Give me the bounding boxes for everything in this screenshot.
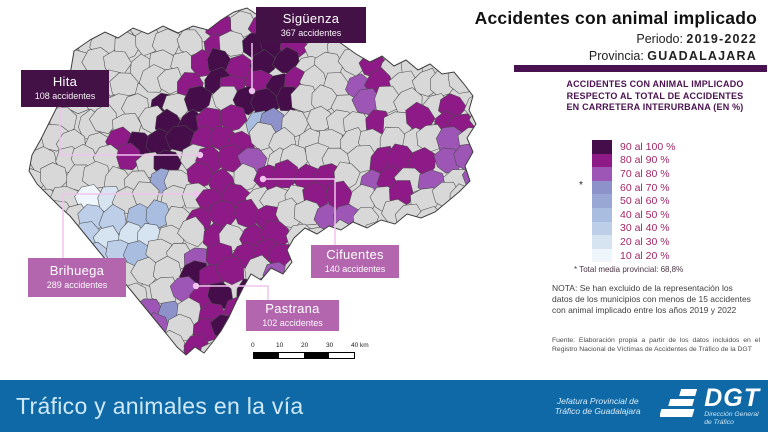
legend-label: 90 al 100 %: [620, 140, 676, 153]
scale-tick: 40 km: [351, 342, 369, 349]
legend-item: 50 al 60 %: [592, 194, 675, 208]
legend-label: 80 al 90 %: [620, 154, 670, 167]
period-value: 2019-2022: [686, 32, 757, 46]
legend-heading: ACCIDENTES CON ANIMAL IMPLICADO RESPECTO…: [566, 79, 744, 112]
callout-siguenza: Sigüenza 367 accidentes: [256, 7, 366, 43]
scale-tick: 0: [251, 342, 255, 349]
legend-item: 60 al 70 %: [592, 180, 675, 195]
callout-value: 140 accidentes: [324, 264, 386, 275]
legend-item: 20 al 30 %: [592, 235, 675, 249]
callout-value: 289 accidentes: [46, 280, 108, 291]
callout-leader-lines: [59, 43, 336, 300]
source-note: Fuente: Elaboración propia a partir de l…: [552, 337, 760, 353]
title-block: Accidentes con animal implicado Periodo:…: [475, 8, 757, 63]
callout-title: Cifuentes: [326, 247, 384, 263]
legend-label: 10 al 20 %: [620, 249, 670, 262]
period-label: Periodo:: [636, 32, 687, 46]
legend-footnote: * Total media provincial: 68,8%: [574, 265, 684, 274]
org-name: Jefatura Provincial de Tráfico de Guadala…: [554, 395, 641, 417]
legend-swatch: [592, 221, 612, 236]
legend-label: 30 al 40 %: [620, 222, 670, 235]
scale-tick: 20: [301, 342, 309, 349]
legend-label: 20 al 30 %: [620, 235, 670, 248]
callout-title: Sigüenza: [282, 10, 340, 26]
title-divider-bar: [514, 65, 767, 72]
dgt-word: DGT: [704, 384, 760, 412]
legend: 90 al 100 % 80 al 90 % 70 al 80 % 60 al 70 …: [592, 140, 675, 263]
scale-tick-labels: 0 10 20 30 40 km: [251, 342, 369, 351]
legend-swatch: [592, 235, 612, 249]
callout-title: Pastrana: [265, 301, 320, 317]
provincial-mean-marker: *: [579, 180, 583, 191]
callout-brihuega: Brihuega 289 accidentes: [28, 258, 126, 297]
callout-cifuentes: Cifuentes 140 accidentes: [311, 245, 399, 278]
scale-tick: 30: [326, 342, 334, 349]
callout-leader-dots: [192, 87, 267, 290]
province-value: GUADALAJARA: [647, 49, 757, 63]
map-scale-bar: 0 10 20 30 40 km: [251, 342, 369, 359]
legend-swatch: [592, 140, 612, 154]
exclusion-note: NOTA: Se han excluido de la representaci…: [552, 283, 751, 315]
callout-value: 102 accidentes: [262, 318, 323, 329]
dgt-stripes-icon: [660, 389, 698, 417]
legend-label: 70 al 80 %: [620, 167, 670, 180]
legend-item: 10 al 20 %: [592, 248, 675, 263]
legend-swatch: [592, 248, 612, 263]
legend-swatch: [592, 207, 612, 222]
province-line: Provincia: GUADALAJARA: [475, 49, 757, 63]
footer-bar: Tráfico y animales en la vía Jefatura Pr…: [0, 380, 768, 432]
legend-label: 40 al 50 %: [620, 208, 670, 221]
page-title: Accidentes con animal implicado: [474, 8, 757, 28]
dgt-wordmark: DGT Dirección General de Tráfico: [704, 386, 760, 426]
choropleth-map: [28, 7, 477, 356]
dgt-subtitle: Dirección General de Tráfico: [704, 411, 759, 426]
legend-swatch: [592, 180, 612, 195]
period-line: Periodo: 2019-2022: [475, 32, 757, 46]
legend-swatch: [592, 194, 612, 208]
callout-pastrana: Pastrana 102 accidentes: [246, 300, 339, 331]
legend-item: 40 al 50 %: [592, 207, 675, 222]
callout-hita: Hita 108 accidentes: [21, 70, 109, 107]
footer-headline: Tráfico y animales en la vía: [16, 392, 304, 419]
callout-title: Brihuega: [49, 263, 105, 279]
legend-item: 30 al 40 %: [592, 221, 675, 236]
callout-title: Hita: [52, 74, 78, 90]
scale-tick: 10: [276, 342, 284, 349]
legend-item: 70 al 80 %: [592, 167, 675, 181]
legend-item: 90 al 100 %: [592, 140, 675, 154]
legend-swatch: [592, 167, 612, 181]
dgt-logo: DGT Dirección General de Tráfico: [660, 386, 760, 426]
province-label: Provincia:: [588, 49, 648, 63]
legend-item: 80 al 90 %: [592, 153, 675, 168]
footer-branding: Jefatura Provincial de Tráfico de Guadala…: [545, 380, 760, 432]
scale-segments: [253, 352, 355, 359]
legend-swatch: [592, 153, 612, 168]
callout-value: 367 accidentes: [280, 27, 342, 38]
legend-label: 60 al 70 %: [620, 181, 670, 194]
callout-value: 108 accidentes: [34, 91, 96, 102]
legend-label: 50 al 60 %: [620, 195, 670, 208]
